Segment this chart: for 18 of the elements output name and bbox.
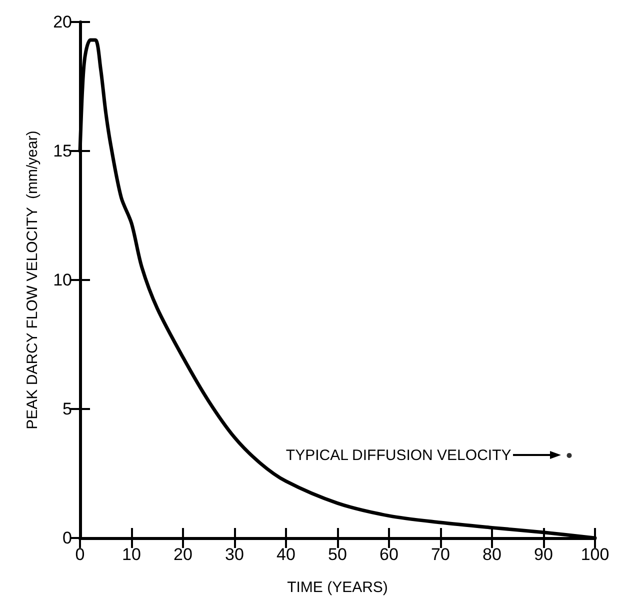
x-tick-label: 100 — [580, 545, 610, 564]
y-tick-label: 5 — [62, 400, 72, 418]
x-tick-label: 80 — [482, 545, 502, 564]
y-tick-label: 20 — [53, 12, 72, 32]
annotation: TYPICAL DIFFUSION VELOCITY — [286, 446, 512, 464]
x-tick-label: 60 — [380, 545, 398, 564]
x-tick-label: 70 — [431, 545, 450, 564]
y-tick-label: 10 — [53, 270, 72, 290]
x-tick-label: 30 — [225, 545, 244, 564]
x-tick-label: 10 — [122, 545, 141, 564]
y-axis-title: PEAK DARCY FLOW VELOCITY (mm/year) — [24, 130, 41, 430]
x-tick-label: 20 — [174, 545, 192, 564]
x-tick-label: 90 — [534, 545, 553, 564]
x-tick-label: 40 — [276, 545, 296, 564]
x-axis-title: TIME (YEARS) — [287, 579, 388, 596]
y-tick-label: 15 — [53, 142, 72, 160]
x-tick-label: 0 — [75, 545, 85, 564]
x-tick-label: 50 — [328, 545, 347, 564]
